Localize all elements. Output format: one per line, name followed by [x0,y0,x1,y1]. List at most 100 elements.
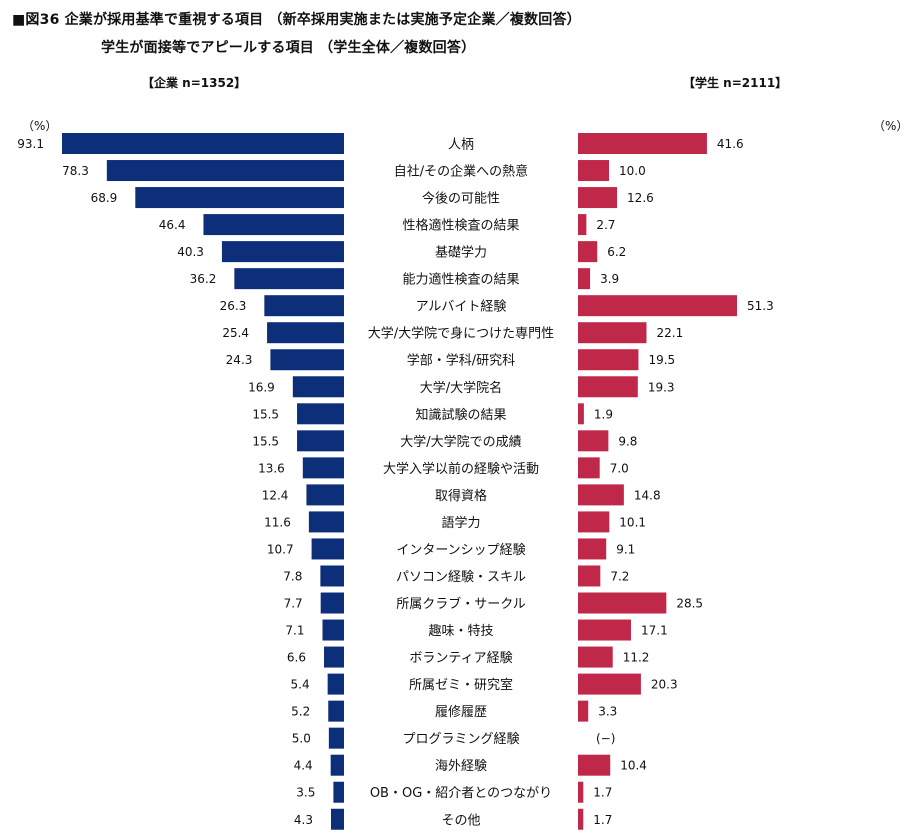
category-label: 人柄 [448,138,474,153]
company-value-label: 93.1 [17,137,44,151]
company-bar [333,781,344,803]
category-label: アルバイト経験 [416,300,507,315]
company-value-label: 4.4 [294,759,313,773]
student-bar [578,484,624,506]
student-value-label: 11.2 [623,651,650,665]
student-value-label: 7.0 [610,461,629,475]
category-label: OB・OG・紹介者とのつながり [370,786,552,801]
company-bar [297,403,344,425]
student-bar [578,700,589,722]
student-bar [578,349,639,371]
category-label: 知識試験の結果 [415,407,506,423]
student-bar [578,808,584,830]
chart-title-line1: ■図36 企業が採用基準で重視する項目 （新卒採用実施または実施予定企業／複数回… [12,12,581,28]
student-value-label: 22.1 [656,326,683,340]
student-value-label: 41.6 [717,137,744,151]
student-value-label: 9.1 [616,542,635,556]
student-bar [578,322,647,344]
category-label: パソコン経験・スキル [396,570,526,585]
student-value-label: 9.8 [618,434,637,448]
category-label: 大学/大学院での成績 [400,434,521,450]
company-bar [308,511,344,533]
company-bar [328,700,344,722]
company-value-label: 24.3 [226,353,253,367]
category-label: 履修履歴 [435,705,487,720]
student-value-label: 6.2 [607,245,626,259]
company-value-label: 3.5 [296,786,315,800]
student-bar [578,646,613,668]
category-label: 性格適性検査の結果 [402,218,519,234]
category-label: 海外経験 [435,759,487,774]
company-value-label: 13.6 [258,461,285,475]
student-bar [578,376,638,398]
student-bar [578,592,667,614]
company-value-label: 11.6 [264,515,291,529]
student-value-label: 12.6 [627,191,654,205]
company-bar [106,160,344,182]
student-value-label: 51.3 [747,299,774,313]
company-value-label: 7.7 [284,597,303,611]
company-value-label: 16.9 [248,380,275,394]
category-label: 基礎学力 [435,245,487,261]
student-value-label: 3.9 [600,272,619,286]
student-bar [578,403,584,425]
student-bar [578,511,610,533]
company-bar [270,349,344,371]
company-value-label: 6.6 [287,651,306,665]
company-bar [330,808,344,830]
company-bar [330,754,344,776]
student-bar [578,295,737,317]
company-value-label: 5.0 [292,732,311,746]
student-value-label: 7.2 [610,569,629,583]
company-bar [306,484,344,506]
company-value-label: 15.5 [252,434,279,448]
company-bar [302,457,344,479]
student-value-label: (−) [596,732,615,746]
student-value-label: 20.3 [651,678,678,692]
company-bar [328,727,344,749]
company-value-label: 40.3 [177,245,204,259]
student-bar [578,160,609,182]
company-value-label: 36.2 [190,272,217,286]
company-bar [221,241,344,263]
company-value-label: 7.1 [285,624,304,638]
company-bar [62,133,344,154]
student-bar [578,538,607,560]
category-label: 今後の可能性 [422,191,500,207]
category-label: インターンシップ経験 [396,543,525,558]
student-value-label: 1.9 [594,407,613,421]
company-value-label: 26.3 [220,299,247,313]
category-label: 語学力 [441,515,480,531]
student-bar [578,241,598,263]
student-value-label: 17.1 [641,624,668,638]
student-bar [578,457,600,479]
student-bar [578,187,618,209]
category-label: 能力適性検査の結果 [402,272,519,288]
category-label: その他 [441,813,480,828]
category-label: 自社/その企業への熱意 [394,164,528,180]
company-value-label: 4.3 [294,813,313,827]
category-label: 学部・学科/研究科 [407,353,515,369]
company-bar [135,187,344,209]
category-label: 所属ゼミ・研究室 [409,677,513,693]
company-bar [320,565,344,587]
company-bar [234,268,344,290]
student-value-label: 2.7 [596,218,615,232]
company-bar [292,376,344,398]
student-sample-label: 【学生 n=2111】 [683,76,788,90]
category-label: 大学/大学院名 [420,380,502,396]
company-value-label: 5.4 [291,678,310,692]
company-value-label: 7.8 [283,569,302,583]
company-value-label: 68.9 [91,191,118,205]
student-value-label: 19.3 [648,380,675,394]
student-value-label: 10.0 [619,164,646,178]
company-bar [327,673,344,695]
left-unit-label: （%） [22,119,58,133]
student-value-label: 14.8 [634,488,661,502]
company-bar [324,646,344,668]
student-bar [578,565,601,587]
student-value-label: 1.7 [593,813,612,827]
category-label: 大学/大学院で身につけた専門性 [368,326,554,342]
student-value-label: 1.7 [593,786,612,800]
